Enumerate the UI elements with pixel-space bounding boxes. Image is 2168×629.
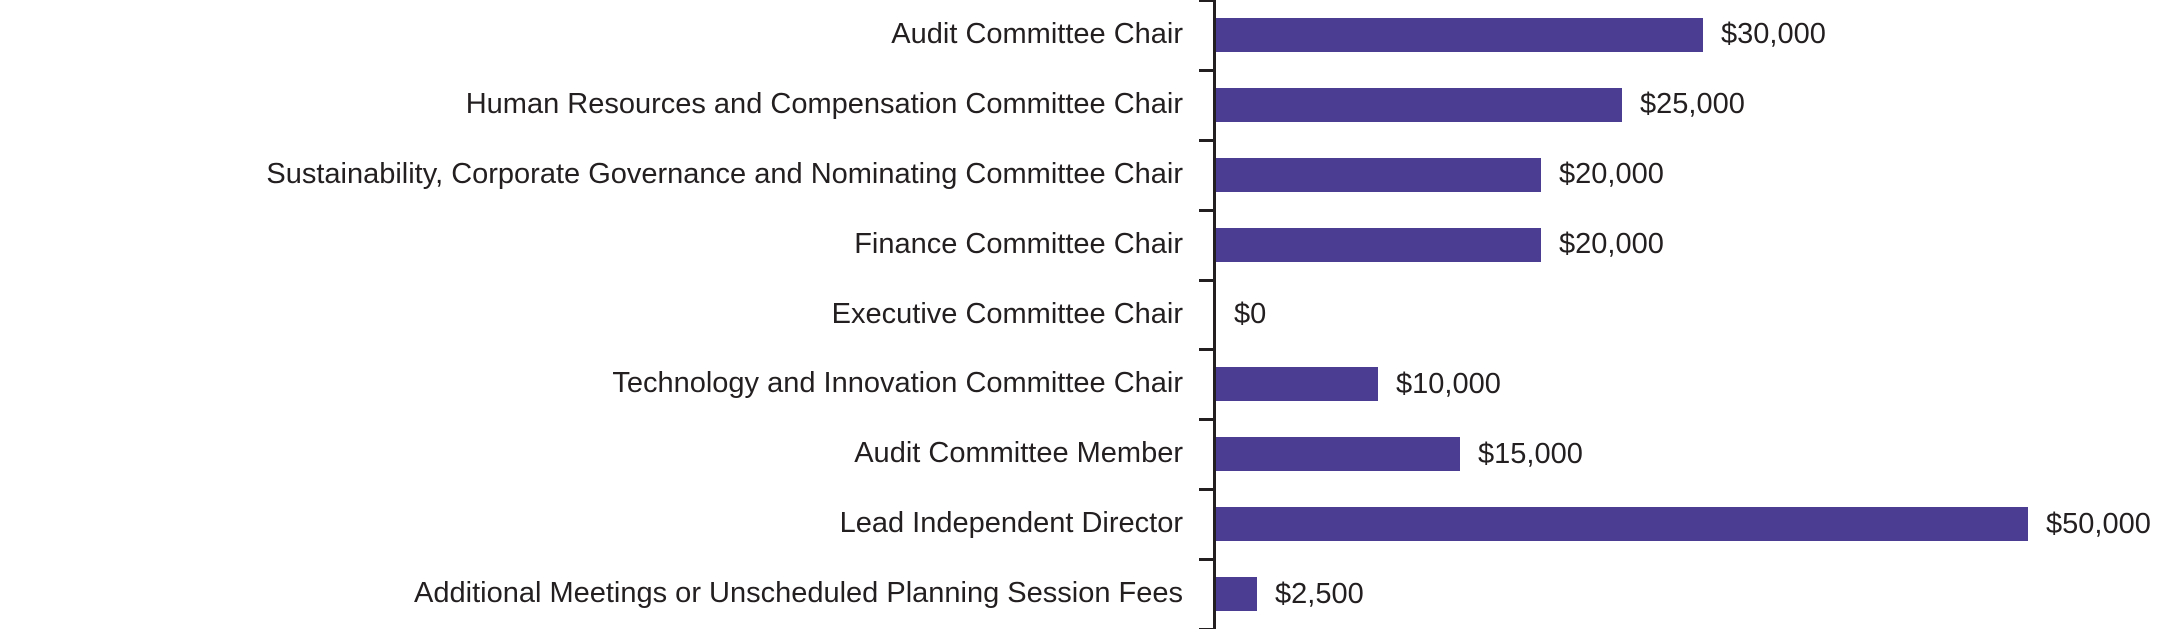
axis-tick (1199, 418, 1213, 421)
category-label: Finance Committee Chair (854, 227, 1183, 260)
chart-row: Sustainability, Corporate Governance and… (0, 140, 2168, 210)
category-label: Additional Meetings or Unscheduled Plann… (414, 577, 1183, 610)
chart-row: Executive Committee Chair $0 (0, 280, 2168, 350)
chart-row: Audit Committee Member $15,000 (0, 419, 2168, 489)
category-label: Audit Committee Chair (891, 18, 1183, 50)
bar (1216, 17, 1703, 52)
chart-row: Technology and Innovation Committee Chai… (0, 349, 2168, 419)
value-label: $15,000 (1478, 437, 1583, 470)
axis-tick (1199, 0, 1213, 2)
category-label: Lead Independent Director (839, 507, 1183, 540)
value-label: $30,000 (1721, 18, 1826, 51)
bar (1216, 367, 1378, 402)
axis-tick (1199, 69, 1213, 72)
y-axis-line (1213, 0, 1216, 629)
category-label: Human Resources and Compensation Committ… (465, 87, 1183, 120)
chart-row: Audit Committee Chair $30,000 (0, 0, 2168, 70)
chart-row: Human Resources and Compensation Committ… (0, 70, 2168, 140)
axis-tick (1199, 488, 1213, 491)
axis-tick (1199, 209, 1213, 212)
value-label: $50,000 (2046, 507, 2151, 540)
bar-track: $20,000 (1213, 157, 2168, 192)
bar (1216, 507, 2028, 542)
value-label: $25,000 (1640, 88, 1745, 121)
bar-track: $2,500 (1213, 577, 2168, 612)
bar-track: $25,000 (1213, 87, 2168, 122)
chart-row: Finance Committee Chair $20,000 (0, 210, 2168, 280)
bar (1216, 157, 1541, 192)
bar (1216, 227, 1541, 262)
bar-track: $50,000 (1213, 507, 2168, 542)
axis-tick (1199, 348, 1213, 351)
axis-tick (1199, 139, 1213, 142)
bar-track: $30,000 (1213, 17, 2168, 52)
chart-row: Additional Meetings or Unscheduled Plann… (0, 559, 2168, 629)
bar-track: $10,000 (1213, 367, 2168, 402)
category-label: Audit Committee Member (854, 437, 1183, 470)
bar (1216, 87, 1622, 122)
bar-track: $0 (1213, 298, 2168, 332)
bar (1216, 577, 1257, 612)
value-label: $20,000 (1559, 158, 1664, 191)
value-label: $10,000 (1396, 367, 1501, 400)
value-label: $2,500 (1275, 577, 1364, 610)
category-label: Executive Committee Chair (831, 297, 1183, 330)
value-label: $0 (1234, 298, 1267, 330)
bar-track: $15,000 (1213, 437, 2168, 472)
category-label: Technology and Innovation Committee Chai… (612, 367, 1183, 400)
bar-track: $20,000 (1213, 227, 2168, 262)
value-label: $20,000 (1559, 228, 1664, 261)
category-label: Sustainability, Corporate Governance and… (266, 157, 1183, 190)
axis-tick (1199, 558, 1213, 561)
chart-row: Lead Independent Director $50,000 (0, 489, 2168, 559)
axis-tick (1199, 279, 1213, 282)
bar (1216, 437, 1460, 472)
